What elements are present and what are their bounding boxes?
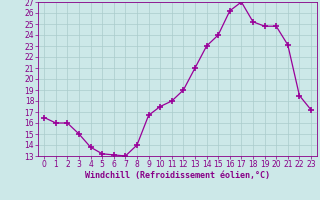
X-axis label: Windchill (Refroidissement éolien,°C): Windchill (Refroidissement éolien,°C) <box>85 171 270 180</box>
